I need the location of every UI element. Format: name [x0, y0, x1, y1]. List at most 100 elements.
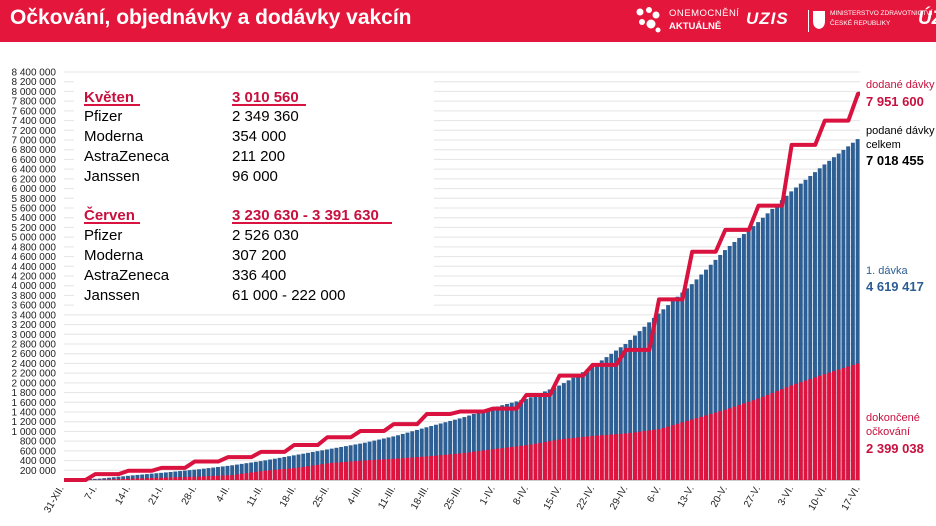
x-tick-label: 3-VI. [776, 484, 796, 508]
administered-bar [192, 469, 197, 480]
y-tick-label: 800 000 [20, 437, 57, 448]
administered-bar [561, 383, 566, 480]
y-tick-label: 5 800 000 [12, 194, 57, 205]
administered-bar [163, 472, 168, 480]
administered-bar [528, 397, 533, 480]
administered-bar [647, 322, 652, 480]
administered-bar [552, 387, 557, 480]
administered-bar [230, 465, 235, 480]
completed-bar [547, 441, 552, 480]
administered-bar [201, 468, 206, 480]
administered-bar [784, 195, 789, 480]
administered-bar [741, 234, 746, 480]
completed-bar [258, 471, 263, 480]
administered-bar [822, 164, 827, 480]
y-tick-label: 7 000 000 [12, 136, 57, 147]
completed-bar [509, 446, 514, 480]
administered-bar [694, 279, 699, 480]
completed-bar [694, 418, 699, 480]
x-tick-label: 25-III. [442, 484, 464, 512]
completed-bar [381, 459, 386, 480]
completed-bar [192, 476, 197, 480]
y-tick-label: 5 400 000 [12, 213, 57, 224]
completed-bar [756, 398, 761, 480]
administered-bar [680, 292, 685, 480]
completed-label-line2: očkování [866, 426, 910, 438]
administered-bar [111, 477, 116, 480]
may-row-value: 96 000 [232, 168, 278, 185]
delivered-step-line [64, 91, 860, 482]
completed-bar [135, 478, 140, 480]
completed-bar [410, 457, 415, 480]
completed-bar [670, 425, 675, 480]
administered-bar [433, 424, 438, 480]
administered-bar [476, 412, 481, 480]
ministry-logo-line1: MINISTERSTVO ZDRAVOTNICTVÍ [830, 10, 933, 17]
x-tick-label: 11-II. [245, 484, 266, 509]
completed-bar [268, 470, 273, 480]
administered-bar [500, 405, 505, 480]
administered-bar [585, 369, 590, 480]
completed-bar [623, 433, 628, 480]
administered-bar [92, 478, 97, 480]
administered-bar [576, 374, 581, 480]
administered-bar [803, 179, 808, 480]
completed-bar [396, 458, 401, 480]
completed-bar [287, 468, 292, 480]
completed-bar [462, 452, 467, 480]
administered-bar [751, 226, 756, 480]
administered-bar [632, 335, 637, 480]
administered-bar [685, 288, 690, 480]
administered-bar [855, 139, 860, 480]
completed-bar [566, 438, 571, 480]
y-tick-label: 7 800 000 [12, 97, 57, 108]
completed-bar [618, 433, 623, 480]
administered-bar [765, 213, 770, 480]
administered-bar [770, 208, 775, 480]
completed-bar [637, 431, 642, 480]
administered-bar [452, 419, 457, 480]
completed-bar [746, 401, 751, 480]
may-row-value: 354 000 [232, 128, 286, 145]
administered-bar [827, 160, 832, 481]
administered-bar [287, 456, 292, 480]
june-row-name: Moderna [84, 247, 144, 264]
completed-bar [680, 422, 685, 480]
administered-bar [509, 402, 514, 480]
completed-bar [178, 477, 183, 480]
y-tick-label: 3 200 000 [12, 320, 57, 331]
onemocneni-logo-line1: ONEMOCNĚNÍ [669, 8, 740, 19]
completed-bar [817, 375, 822, 480]
june-row-name: Pfizer [84, 227, 122, 244]
y-tick-label: 8 000 000 [12, 87, 57, 98]
y-tick-label: 6 800 000 [12, 145, 57, 156]
administered-bar [642, 326, 647, 480]
y-tick-label: 2 400 000 [12, 359, 57, 370]
y-tick-label: 4 400 000 [12, 262, 57, 273]
y-tick-label: 8 400 000 [12, 68, 57, 79]
completed-bar [433, 455, 438, 480]
june-row-value: 2 526 030 [232, 227, 299, 244]
ministry-emblem-icon [813, 11, 825, 29]
administered-bar [732, 241, 737, 480]
administered-bar [296, 454, 301, 480]
administered-bar [481, 410, 486, 480]
completed-bar [211, 475, 216, 480]
completed-bar [808, 378, 813, 480]
y-tick-label: 400 000 [20, 456, 57, 467]
administered-bar [675, 296, 680, 480]
completed-bar [272, 469, 277, 480]
completed-bar [542, 442, 547, 480]
administered-bar [590, 366, 595, 480]
administered-bar [405, 432, 410, 480]
delivered-label: dodané dávky [866, 79, 935, 91]
completed-bar [836, 369, 841, 480]
completed-bar [760, 396, 765, 480]
y-tick-label: 600 000 [20, 446, 57, 457]
completed-bar [495, 448, 500, 480]
administered-bar [523, 398, 528, 480]
administered-bar [727, 245, 732, 480]
administered-bar [580, 372, 585, 480]
administered-bar [135, 474, 140, 480]
